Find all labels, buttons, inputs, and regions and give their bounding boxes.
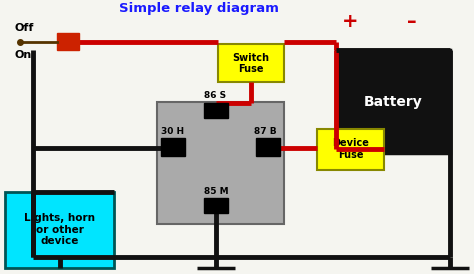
Text: Switch
Fuse: Switch Fuse bbox=[233, 53, 270, 74]
FancyBboxPatch shape bbox=[5, 192, 114, 268]
Text: 30 H: 30 H bbox=[161, 127, 184, 136]
Text: Off: Off bbox=[15, 23, 34, 33]
FancyBboxPatch shape bbox=[156, 102, 284, 224]
Bar bbox=[204, 198, 228, 213]
Text: +: + bbox=[342, 12, 359, 31]
Text: Device
Fuse: Device Fuse bbox=[332, 138, 369, 160]
FancyBboxPatch shape bbox=[336, 50, 450, 153]
Text: 85 M: 85 M bbox=[204, 187, 228, 196]
Bar bbox=[161, 138, 185, 156]
Text: Simple relay diagram: Simple relay diagram bbox=[119, 2, 279, 15]
FancyBboxPatch shape bbox=[218, 44, 284, 82]
FancyBboxPatch shape bbox=[318, 129, 383, 170]
Text: 86 S: 86 S bbox=[204, 91, 226, 100]
Text: 87 B: 87 B bbox=[254, 127, 276, 136]
Bar bbox=[204, 103, 228, 118]
Bar bbox=[256, 138, 280, 156]
Text: On: On bbox=[15, 50, 32, 60]
Text: Lights, horn
or other
device: Lights, horn or other device bbox=[24, 213, 95, 246]
Text: Battery: Battery bbox=[364, 95, 422, 109]
Bar bbox=[57, 33, 79, 50]
Text: –: – bbox=[407, 12, 417, 31]
